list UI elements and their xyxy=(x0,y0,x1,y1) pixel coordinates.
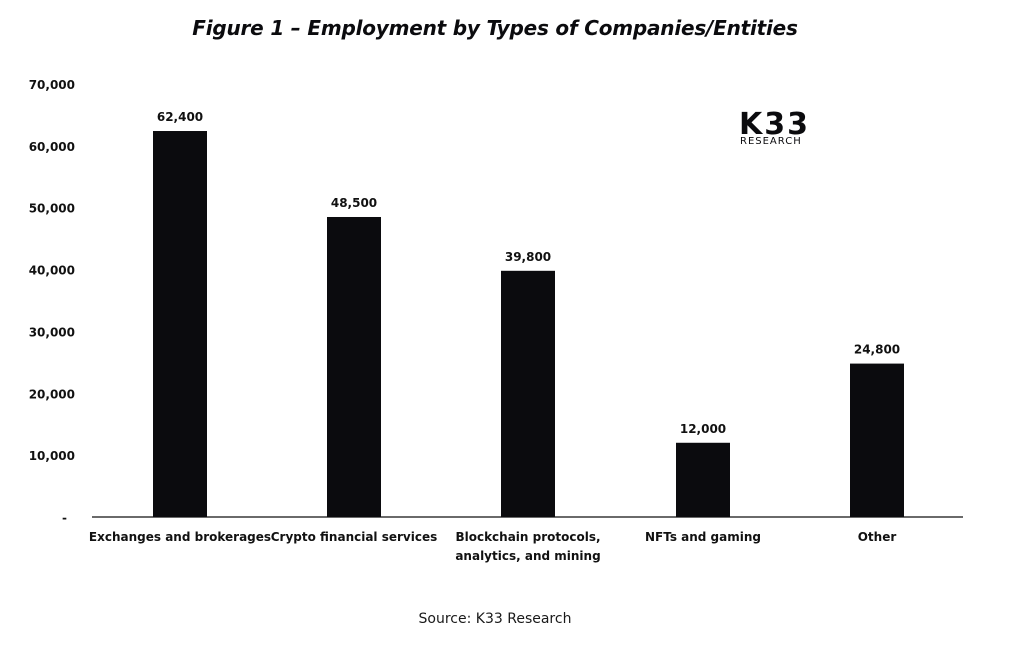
y-tick-label: 10,000 xyxy=(29,449,75,463)
data-label: 12,000 xyxy=(680,422,726,436)
x-category-label: analytics, and mining xyxy=(455,549,600,563)
data-label: 39,800 xyxy=(505,250,551,264)
bar-chart: - 10,000 20,000 30,000 40,000 50,000 60,000 70,… xyxy=(29,78,963,563)
x-category-label: NFTs and gaming xyxy=(645,530,761,544)
y-tick-label: - xyxy=(62,511,67,525)
k33-research-logo: K33 RESEARCH xyxy=(739,107,810,147)
bar xyxy=(153,131,207,518)
bar xyxy=(327,216,381,517)
bar xyxy=(850,363,904,517)
chart-title: Figure 1 – Employment by Types of Compan… xyxy=(192,16,798,40)
x-category-label: Other xyxy=(858,530,897,544)
y-tick-label: 70,000 xyxy=(29,78,75,92)
source-note: Source: K33 Research xyxy=(418,611,572,627)
svg-text:RESEARCH: RESEARCH xyxy=(740,136,802,147)
svg-text:K33: K33 xyxy=(739,107,810,142)
x-category-label: Exchanges and brokerages xyxy=(89,530,271,544)
data-label: 24,800 xyxy=(854,343,900,357)
y-tick-label: 30,000 xyxy=(29,325,75,339)
bar xyxy=(501,270,555,517)
data-label: 48,500 xyxy=(331,196,377,210)
x-category-label: Blockchain protocols, xyxy=(455,530,600,544)
y-tick-label: 20,000 xyxy=(29,387,75,401)
bar xyxy=(676,442,730,517)
x-category-label: Crypto financial services xyxy=(271,530,438,544)
data-label: 62,400 xyxy=(157,110,203,124)
y-tick-label: 50,000 xyxy=(29,202,75,216)
y-tick-label: 60,000 xyxy=(29,140,75,154)
y-tick-label: 40,000 xyxy=(29,264,75,278)
